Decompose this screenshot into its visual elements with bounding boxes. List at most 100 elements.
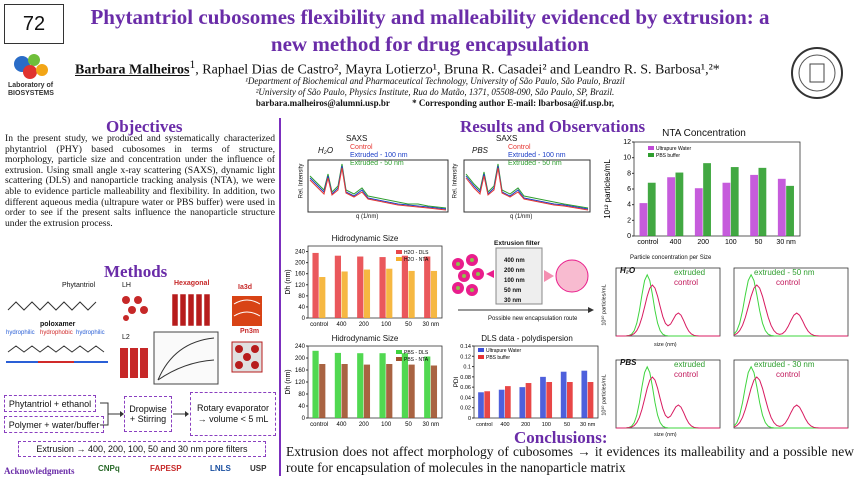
bar: [424, 356, 431, 418]
y-tick-label: 6: [627, 186, 631, 193]
affiliation-2: ²University of São Paulo, Physics Instit…: [255, 87, 615, 97]
lab-logo: Laboratory of BIOSYSTEMS: [8, 52, 66, 104]
flow-step-rotary: Rotary evaporator → volume < 5 mL: [190, 392, 276, 436]
pc-ylabel: 10¹⁰ particles/mL: [601, 374, 608, 416]
bar: [639, 203, 648, 236]
control-curve: [733, 376, 848, 429]
chart-pdi: DLS data - polydispersion 0 0.02 0.04 0.06 0…: [452, 334, 602, 432]
saxs-medium: PBS: [472, 146, 489, 155]
y-tick-label: 12: [623, 139, 631, 146]
y-tick-label: 0.08: [460, 375, 471, 381]
acknowledgments-label: Acknowledgments: [4, 466, 75, 476]
sponsor-lnls: LNLS: [210, 464, 231, 473]
sponsor-cnpq: CNPq: [98, 464, 120, 473]
extrusion-caption: Possible new encapsulation route: [488, 316, 578, 322]
phase-diagram-icon: [153, 331, 219, 385]
pc-label-extruded: extruded: [674, 360, 706, 369]
bar: [319, 364, 326, 418]
bar: [408, 364, 415, 418]
bar: [587, 382, 594, 418]
poloxamer-structure-icon: [6, 345, 108, 363]
chart-nta-plot: 0 2 4 6 8 10 12 control 400 200 100 50 30 nm 10¹² par…: [603, 139, 801, 246]
bar: [519, 387, 526, 418]
saxs-title: SAXS: [496, 134, 518, 143]
pc-label-control: control: [674, 370, 699, 379]
ia3d-phase-icon: [232, 296, 262, 326]
y-tick-label: 0: [627, 233, 631, 240]
methods-heading: Methods: [104, 262, 168, 281]
flow-step-phytantriol: Phytantriol + ethanol: [4, 395, 96, 412]
legend-label: PBS buffer: [656, 153, 680, 159]
y-tick-label: 120: [295, 283, 306, 289]
bar: [341, 364, 348, 418]
y-tick-label: 2: [627, 217, 631, 224]
bar: [484, 391, 491, 418]
bar: [560, 371, 567, 418]
y-tick-label: 240: [295, 344, 306, 350]
flow-step-extrusion: Extrusion → 400, 200, 100, 50 and 30 nm …: [18, 441, 266, 457]
flow-arrow-icon: [173, 411, 189, 417]
extrusion-filter-figure: Extrusion filter 400 nm 200 nm 100 nm 50…: [448, 236, 598, 326]
saxs-panel-pbs: SAXS PBS Control Extruded - 100 nm Extru…: [450, 132, 595, 222]
y-tick-label: 0: [302, 316, 306, 322]
x-tick-label: 400: [670, 239, 682, 246]
x-tick-label: 30 nm: [776, 239, 796, 246]
plot-frame: [473, 345, 599, 419]
extruded-curve: [615, 365, 720, 429]
saxs-ylabel: Rel. Intensity: [452, 163, 459, 199]
plot-frame: [307, 245, 443, 319]
y-tick-label: 0.1: [463, 365, 471, 371]
bar: [379, 257, 386, 318]
saxs-plot-pbs: [463, 159, 591, 213]
y-tick-label: 4: [627, 202, 631, 209]
bar: [546, 382, 553, 418]
results-heading: Results and Observations: [460, 117, 646, 136]
x-tick-label: 30 nm: [580, 422, 596, 428]
hexagonal-phase-icon: [171, 293, 211, 327]
pc-ylabel: 10¹⁰ particles/mL: [601, 284, 608, 326]
sponsor-fapesp: FAPESP: [150, 464, 182, 473]
saxs-legend-100: Extruded - 100 nm: [350, 152, 408, 159]
y-tick-label: 0: [302, 416, 306, 422]
pc-label-control: control: [776, 278, 801, 287]
filter-size-200: 200 nm: [504, 268, 525, 274]
phytantriol-structure-icon: [7, 301, 97, 311]
pc-label-extruded-50: extruded - 50 nm: [754, 268, 815, 277]
bar: [401, 353, 408, 418]
x-tick-label: 400: [336, 422, 347, 428]
chart-title: DLS data - polydispersion: [481, 334, 573, 343]
methods-figure: Phytantriol poloxamer hydrophilic hydrop…: [4, 280, 276, 392]
bar: [581, 370, 588, 418]
saxs-legend-control: Control: [508, 144, 531, 151]
saxs-title: SAXS: [346, 134, 368, 143]
affiliation-1: ¹Department of Biochemical and Pharmaceu…: [245, 76, 625, 86]
lab-logo-text: Laboratory of BIOSYSTEMS: [8, 82, 54, 97]
x-tick-label: 30 nm: [422, 422, 439, 428]
chart-hydro-pbs-plot: 0 40 80 120 160 200 240 control 400 200 100 50 30 nm…: [285, 344, 443, 428]
legend-label: PBS - DLS: [404, 350, 429, 356]
saxs-legend-50: Extruded - 50 nm: [508, 160, 562, 167]
y-tick-label: 0.04: [460, 395, 471, 401]
legend-label: H2O - NTA: [404, 257, 429, 263]
y-tick-label: 8: [627, 170, 631, 177]
bar: [540, 376, 546, 418]
legend-swatch: [396, 257, 402, 261]
saxs-legend-50: Extruded - 50 nm: [350, 160, 404, 167]
bar: [498, 389, 505, 418]
saxs-legend-control: Control: [350, 144, 373, 151]
pn3m-phase-icon: [231, 341, 263, 373]
bar: [667, 177, 675, 236]
pc-label-extruded-30: extruded - 30 nm: [754, 360, 815, 369]
saxs-legend-100: Extruded - 100 nm: [508, 152, 566, 159]
conclusions-text: Extrusion does not affect morphology of …: [286, 444, 854, 475]
x-tick-label: 200: [359, 422, 370, 428]
chart-title: Hidrodynamic Size: [331, 234, 399, 243]
legend-label: PBS buffer: [486, 355, 510, 361]
extrusion-filter-title: Extrusion filter: [494, 240, 540, 247]
y-tick-label: 10: [623, 155, 631, 162]
x-tick-label: 200: [359, 322, 370, 328]
y-tick-label: 0.02: [460, 406, 471, 412]
x-tick-label: 200: [521, 422, 530, 428]
poster-number: 72: [4, 4, 64, 44]
hydrophilic-label-1: hydrophilic: [6, 330, 35, 336]
